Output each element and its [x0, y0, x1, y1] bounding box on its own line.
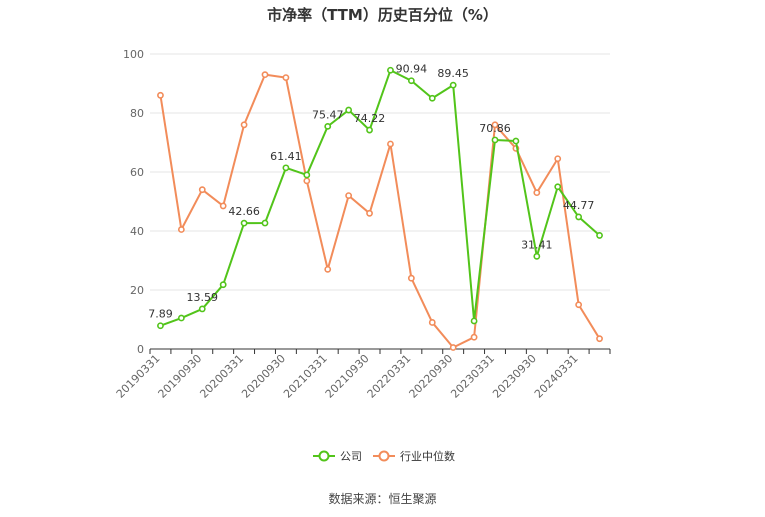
data-point-company — [575, 213, 583, 221]
data-point-industry-median — [198, 186, 206, 194]
data-point-industry-median — [345, 192, 353, 199]
y-tick-label: 60 — [130, 166, 144, 179]
data-source-note: 数据来源：恒生聚源 — [328, 492, 437, 506]
x-tick-label: 20190930 — [156, 352, 205, 401]
data-label: 89.45 — [437, 67, 469, 80]
data-point-industry-median — [240, 121, 248, 129]
data-label: 75.47 — [312, 108, 344, 121]
data-point-industry-median — [491, 121, 499, 129]
data-point-company — [407, 77, 415, 85]
data-point-company — [157, 322, 164, 330]
legend-company-marker — [318, 450, 330, 462]
data-point-company — [428, 94, 436, 102]
data-point-industry-median — [428, 319, 436, 326]
data-point-company — [387, 66, 394, 74]
x-tick-label: 20200331 — [197, 352, 246, 401]
data-point-industry-median — [554, 155, 562, 163]
data-point-industry-median — [157, 91, 164, 99]
data-point-company — [596, 232, 603, 239]
y-tick-label: 80 — [130, 107, 144, 120]
data-label: 44.77 — [563, 199, 595, 212]
data-label: 7.89 — [148, 308, 173, 321]
data-label: 13.59 — [187, 291, 219, 304]
x-tick-label: 20230930 — [490, 352, 539, 401]
legend-company-label: 公司 — [340, 450, 362, 463]
data-label: 74.22 — [354, 112, 386, 125]
data-point-company — [491, 136, 499, 144]
data-label: 90.94 — [396, 63, 428, 76]
data-point-industry-median — [303, 177, 311, 185]
x-tick-label: 20230331 — [448, 352, 497, 401]
data-point-company — [345, 106, 353, 114]
data-point-industry-median — [533, 189, 541, 197]
data-point-industry-median — [575, 301, 583, 309]
x-tick-label: 20220331 — [365, 352, 414, 401]
y-tick-label: 0 — [137, 343, 144, 356]
data-label: 61.41 — [270, 150, 302, 163]
data-label: 70.86 — [479, 122, 511, 135]
data-point-company — [533, 252, 541, 260]
data-point-company — [282, 164, 290, 172]
data-label: 31.41 — [521, 238, 553, 251]
data-label: 42.66 — [228, 205, 260, 218]
data-point-company — [261, 219, 269, 227]
chart-title: 市净率（TTM）历史百分位（%） — [267, 6, 498, 24]
data-point-company — [470, 317, 478, 325]
series-line-company — [160, 69, 601, 327]
data-point-industry-median — [387, 140, 394, 148]
data-point-industry-median — [282, 74, 290, 81]
x-tick-label: 20210930 — [323, 352, 372, 401]
y-tick-label: 40 — [130, 225, 144, 238]
data-point-industry-median — [449, 344, 457, 351]
data-point-company — [366, 126, 373, 134]
data-point-company — [303, 171, 311, 179]
y-tick-label: 100 — [123, 48, 144, 61]
data-point-company — [240, 219, 248, 227]
series-line-industry-median — [159, 73, 601, 349]
data-point-company — [219, 281, 227, 289]
x-tick-label: 20210331 — [281, 352, 330, 401]
x-tick-label: 20200930 — [239, 352, 288, 401]
data-point-company — [177, 314, 185, 322]
data-point-company — [198, 305, 206, 313]
data-point-industry-median — [366, 209, 373, 217]
x-tick-label: 20190331 — [114, 352, 163, 401]
data-point-industry-median — [407, 274, 415, 282]
data-point-company — [554, 183, 562, 191]
data-point-company — [449, 81, 457, 89]
x-tick-label: 20240331 — [532, 352, 581, 401]
y-tick-label: 20 — [130, 284, 144, 297]
data-point-industry-median — [261, 71, 269, 79]
data-point-industry-median — [177, 226, 185, 233]
data-point-company — [324, 122, 332, 130]
data-point-industry-median — [596, 335, 603, 343]
data-point-industry-median — [324, 265, 332, 273]
data-point-industry-median — [470, 333, 478, 341]
legend-industry-median-marker — [378, 450, 390, 462]
x-tick-label: 20220930 — [407, 352, 456, 401]
legend-industry-median-label: 行业中位数 — [400, 449, 455, 463]
data-point-company — [512, 137, 520, 145]
data-point-industry-median — [219, 202, 227, 210]
